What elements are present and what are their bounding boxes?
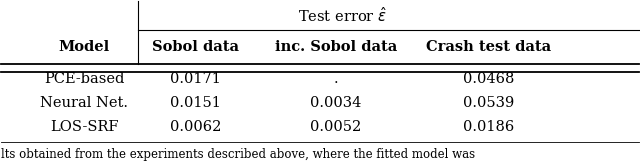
Text: Neural Net.: Neural Net.: [40, 96, 128, 110]
Text: lts obtained from the experiments described above, where the fitted model was: lts obtained from the experiments descri…: [1, 148, 476, 161]
Text: 0.0062: 0.0062: [170, 120, 221, 134]
Text: Test error $\hat{\varepsilon}$: Test error $\hat{\varepsilon}$: [298, 6, 387, 25]
Text: Sobol data: Sobol data: [152, 40, 239, 54]
Text: 0.0171: 0.0171: [170, 72, 221, 86]
Text: inc. Sobol data: inc. Sobol data: [275, 40, 397, 54]
Text: 0.0052: 0.0052: [310, 120, 362, 134]
Text: PCE-based: PCE-based: [44, 72, 124, 86]
Text: 0.0186: 0.0186: [463, 120, 515, 134]
Text: 0.0539: 0.0539: [463, 96, 515, 110]
Text: LOS-SRF: LOS-SRF: [50, 120, 118, 134]
Text: Model: Model: [59, 40, 110, 54]
Text: 0.0034: 0.0034: [310, 96, 362, 110]
Text: .: .: [333, 72, 339, 86]
Text: 0.0468: 0.0468: [463, 72, 515, 86]
Text: Crash test data: Crash test data: [426, 40, 552, 54]
Text: 0.0151: 0.0151: [170, 96, 221, 110]
